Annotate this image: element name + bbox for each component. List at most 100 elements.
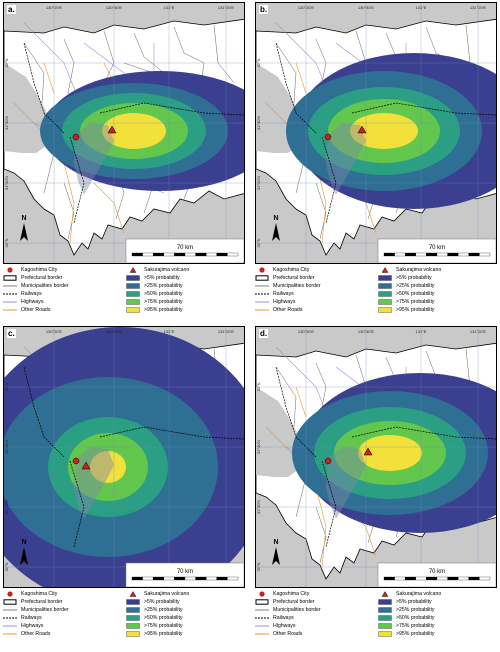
graticule xyxy=(4,327,244,587)
legend-label: >5% probability xyxy=(396,599,432,605)
legend-label: Kagoshima City xyxy=(273,591,310,597)
scale-segment xyxy=(174,252,186,257)
legend-label: >95% probability xyxy=(144,631,183,637)
legend-item: Prefectural border xyxy=(255,598,375,606)
scale-segment xyxy=(131,252,143,257)
legend-label: >75% probability xyxy=(144,623,183,629)
sakurajima-volcano-marker xyxy=(357,125,367,134)
legend-label: >75% probability xyxy=(396,623,435,629)
longitude-tick: 131°20'E xyxy=(470,5,486,10)
longitude-tick: 130°40'E xyxy=(106,329,122,334)
legend-item: Municipalities border xyxy=(3,606,123,614)
legend-item: Kagoshima City xyxy=(255,590,375,598)
scale-label: 70 km xyxy=(429,569,445,575)
legend-item: Highways xyxy=(3,298,123,306)
legend-item: Railways xyxy=(3,614,123,622)
probability-zone-4 xyxy=(102,113,166,149)
scale-bar: 70 km xyxy=(125,562,244,587)
legend-item: Railways xyxy=(255,290,375,298)
red-dot-icon xyxy=(7,591,13,597)
legend-label: Railways xyxy=(273,291,294,297)
scale-segment xyxy=(174,576,186,581)
legend-label: >75% probability xyxy=(144,299,183,305)
scale-segment xyxy=(206,576,217,581)
thick-box-icon xyxy=(3,599,17,605)
legend-item: Highways xyxy=(255,298,375,306)
longitude-tick: 131°E xyxy=(164,329,175,334)
scale-segment xyxy=(206,252,217,257)
legend-label: Sakurajima volcano xyxy=(396,591,442,597)
probability-swatch xyxy=(126,299,140,305)
scale-segment xyxy=(405,252,416,257)
scale-segment xyxy=(436,252,448,257)
legend-label: Highways xyxy=(273,623,296,629)
legend-label: >95% probability xyxy=(396,631,435,637)
map-panel-c: N 70 km 130°20'E 130°40'E 131°E 131°20'E 32°N 3… xyxy=(3,326,245,646)
scale-segment xyxy=(447,576,459,581)
latitude-tick: 31°40'N xyxy=(4,440,9,454)
legend-label: Railways xyxy=(21,291,42,297)
legend-item: >50% probability xyxy=(378,290,497,298)
probability-zones xyxy=(286,53,496,209)
scale-segment xyxy=(383,252,395,257)
legend-item: >25% probability xyxy=(126,606,245,614)
legend-item: Other Roads xyxy=(3,630,123,638)
map-frame: N 70 km 130°20'E 130°40'E 131°E 131°20'E 32°N 3… xyxy=(3,326,245,588)
thick-box-icon xyxy=(255,599,269,605)
legend-column-right: Sakurajima volcano >5% probability >25% pr… xyxy=(126,590,245,638)
probability-swatch xyxy=(378,615,392,621)
legend-label: >50% probability xyxy=(144,615,183,621)
legend-item: >95% probability xyxy=(126,630,245,638)
longitude-tick: 131°E xyxy=(164,5,175,10)
red-dot-icon xyxy=(259,267,265,273)
longitude-tick: 130°20'E xyxy=(46,5,62,10)
panel-label: c. xyxy=(7,329,16,338)
legend-label: >25% probability xyxy=(144,607,183,613)
probability-swatch xyxy=(378,623,392,629)
rail-line-icon xyxy=(3,293,17,295)
map-canvas: N 70 km 130°20'E 130°40'E 131°E 131°20'E 32°N 3… xyxy=(256,3,496,263)
legend-item: Municipalities border xyxy=(3,282,123,290)
legend-item: Prefectural border xyxy=(255,274,375,282)
longitude-tick: 130°40'E xyxy=(358,329,374,334)
legend-label: Prefectural border xyxy=(21,275,63,281)
graticule xyxy=(256,327,496,587)
latitude-tick: 31°N xyxy=(256,238,261,247)
legend-item: Kagoshima City xyxy=(3,266,123,274)
map-legend: Kagoshima City Prefectural border Municipa… xyxy=(255,266,497,322)
kagoshima-city-marker xyxy=(324,457,332,465)
latitude-tick: 32°N xyxy=(256,382,261,391)
latitude-tick: 31°20'N xyxy=(256,176,261,190)
red-dot-icon xyxy=(7,267,13,273)
longitude-tick: 130°20'E xyxy=(46,329,62,334)
probability-swatch xyxy=(378,307,392,313)
legend-item: Sakurajima volcano xyxy=(378,590,497,598)
legend-column-right: Sakurajima volcano >5% probability >25% pr… xyxy=(378,266,497,314)
thin-line-icon xyxy=(3,609,17,611)
legend-item: Kagoshima City xyxy=(255,266,375,274)
legend-label: >5% probability xyxy=(144,599,180,605)
rail-line-icon xyxy=(3,617,17,619)
orange-line-icon xyxy=(255,309,269,311)
scale-label: 70 km xyxy=(429,245,445,251)
purple-line-icon xyxy=(255,301,269,303)
probability-zone-4 xyxy=(350,113,418,149)
legend-label: Municipalities border xyxy=(21,607,69,613)
probability-swatch xyxy=(378,275,392,281)
legend-item: >75% probability xyxy=(378,298,497,306)
legend-column-right: Sakurajima volcano >5% probability >25% pr… xyxy=(126,266,245,314)
scale-segment xyxy=(184,576,196,581)
legend-label: Other Roads xyxy=(21,307,51,313)
map-panel-b: N 70 km 130°20'E 130°40'E 131°E 131°20'E 32°N 3… xyxy=(255,2,497,322)
legend-label: Municipalities border xyxy=(273,283,321,289)
thin-line-icon xyxy=(255,285,269,287)
scale-segment xyxy=(383,576,395,581)
scale-segment xyxy=(153,576,164,581)
red-triangle-icon xyxy=(129,267,137,273)
legend-item: >5% probability xyxy=(126,274,245,282)
legend-item: >5% probability xyxy=(126,598,245,606)
legend-label: >95% probability xyxy=(144,307,183,313)
legend-item: Other Roads xyxy=(255,306,375,314)
legend-item: Municipalities border xyxy=(255,606,375,614)
longitude-tick: 131°20'E xyxy=(218,329,234,334)
